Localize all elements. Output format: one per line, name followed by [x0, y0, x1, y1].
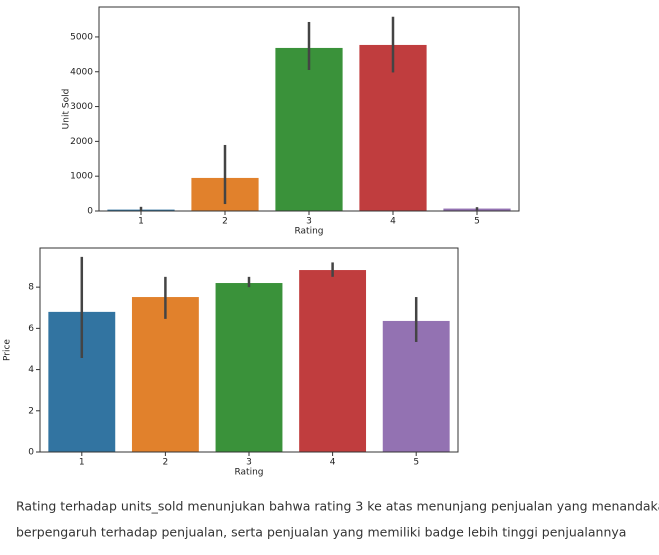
bar	[275, 47, 343, 211]
y-tick-label: 4	[28, 365, 34, 375]
y-tick-label: 0	[87, 207, 93, 217]
x-tick-label: 2	[222, 217, 228, 227]
bar	[359, 44, 427, 212]
x-tick-label: 2	[163, 458, 169, 468]
bar	[215, 283, 283, 452]
y-tick-label: 0	[28, 448, 34, 458]
x-tick-label: 3	[306, 217, 312, 227]
x-tick-label: 1	[79, 458, 85, 468]
x-tick-label: 1	[138, 217, 144, 227]
bar	[299, 270, 367, 452]
x-tick-label: 4	[390, 217, 396, 227]
y-tick-label: 2	[28, 406, 34, 416]
plot-frame	[98, 6, 520, 212]
y-tick-label: 2000	[70, 137, 93, 147]
y-tick-label: 3000	[70, 102, 93, 112]
y-tick-label: 6	[28, 324, 34, 334]
x-tick-label: 5	[474, 217, 480, 227]
y-tick-label: 5000	[70, 32, 93, 42]
y-tick-label: 8	[28, 283, 34, 293]
x-tick-label: 5	[413, 458, 419, 468]
x-axis-label: Rating	[234, 468, 263, 478]
y-axis-label: Unit Sold	[62, 89, 72, 130]
caption-line: berpengaruh terhadap penjualan, serta pe…	[16, 525, 626, 540]
bar	[382, 320, 450, 452]
x-tick-label: 3	[246, 458, 252, 468]
y-axis-label: Price	[3, 339, 13, 361]
caption-line: Rating terhadap units_sold menunjukan ba…	[16, 499, 659, 514]
y-tick-label: 1000	[70, 172, 93, 182]
bar	[131, 297, 199, 452]
y-tick-label: 4000	[70, 67, 93, 77]
x-tick-label: 4	[330, 458, 336, 468]
plot-frame	[39, 247, 459, 453]
x-axis-label: Rating	[294, 227, 323, 237]
